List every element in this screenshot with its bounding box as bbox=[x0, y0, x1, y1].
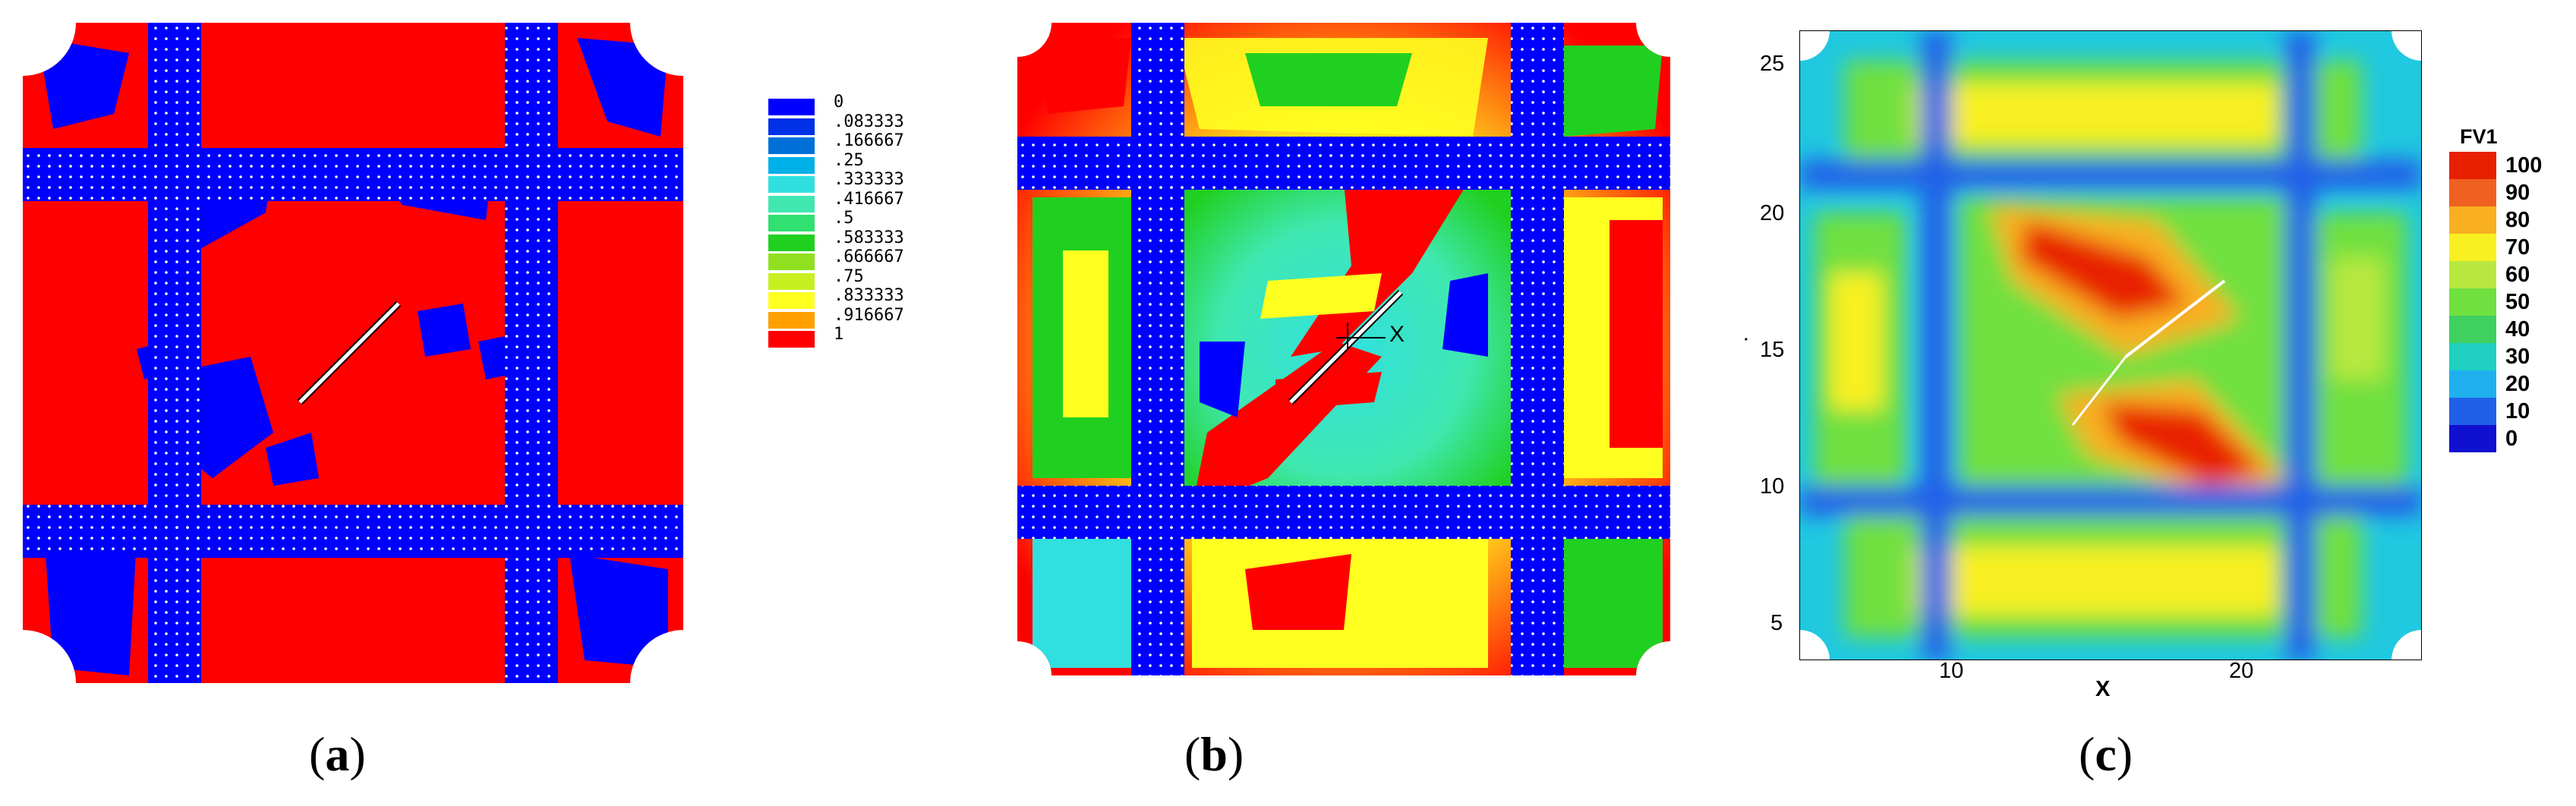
x-tick: 20 bbox=[2229, 659, 2254, 683]
legend-a-label: .333333 bbox=[834, 170, 904, 189]
legend-a-label: .166667 bbox=[834, 131, 904, 150]
colorbar-c bbox=[2449, 152, 2496, 452]
colorbar-c-label: 80 bbox=[2505, 208, 2530, 232]
panel-b-contour-plot: X bbox=[1017, 23, 1670, 675]
legend-a-label: .083333 bbox=[834, 112, 904, 131]
colorbar-c-cell bbox=[2449, 234, 2496, 261]
legend-a-swatch bbox=[768, 137, 815, 154]
legend-a-swatch bbox=[768, 292, 815, 309]
colorbar-c-label: 100 bbox=[2505, 153, 2543, 178]
y-tick: 15 bbox=[1760, 338, 1785, 362]
legend-a-swatch bbox=[768, 195, 815, 213]
colorbar-c-label: 10 bbox=[2505, 399, 2530, 423]
colorbar-c-cell bbox=[2449, 343, 2496, 370]
colorbar-c-cell bbox=[2449, 288, 2496, 316]
colorbar-c-cell bbox=[2449, 398, 2496, 425]
colorbar-c-label: 30 bbox=[2505, 345, 2530, 369]
colorbar-c-label: 60 bbox=[2505, 263, 2530, 287]
legend-a-label: .833333 bbox=[834, 286, 904, 305]
legend-a-label: 1 bbox=[834, 325, 844, 344]
legend-a-swatch bbox=[768, 176, 815, 193]
x-tick: 10 bbox=[1939, 659, 1964, 683]
y-tick: 25 bbox=[1760, 52, 1785, 76]
colorbar-c-cell bbox=[2449, 261, 2496, 288]
legend-a-label: .416667 bbox=[834, 189, 904, 209]
legend-a-label: .916667 bbox=[834, 305, 904, 325]
colorbar-c-cell bbox=[2449, 206, 2496, 234]
colorbar-c-label: 90 bbox=[2505, 181, 2530, 205]
legend-a-swatch bbox=[768, 156, 815, 174]
caption-c: (c) bbox=[2079, 727, 2133, 781]
y-tick: 10 bbox=[1760, 474, 1785, 499]
colorbar-c-cell bbox=[2449, 179, 2496, 206]
caption-a: (a) bbox=[309, 727, 366, 781]
legend-a-swatch bbox=[768, 311, 815, 329]
legend-a-label: .75 bbox=[834, 266, 864, 286]
legend-a-swatch bbox=[768, 99, 815, 115]
colorbar-c-label: 0 bbox=[2505, 427, 2518, 451]
legend-a-swatch bbox=[768, 331, 815, 348]
colorbar-c-label: 70 bbox=[2505, 235, 2530, 260]
panel-c-x-label: X bbox=[2095, 677, 2111, 701]
caption-b: (b) bbox=[1184, 727, 1244, 781]
colorbar-title: FV1 bbox=[2460, 125, 2498, 148]
colorbar-c-cell bbox=[2449, 316, 2496, 343]
colorbar-c-cell bbox=[2449, 425, 2496, 452]
colorbar-c-cell bbox=[2449, 370, 2496, 398]
colorbar-c-label: 20 bbox=[2505, 372, 2530, 396]
legend-a-label: 0 bbox=[834, 93, 844, 112]
y-tick: 20 bbox=[1760, 201, 1785, 225]
panel-b-axis-marker: X bbox=[1389, 322, 1405, 347]
legend-a-swatch bbox=[768, 215, 815, 231]
colorbar-c-cell bbox=[2449, 152, 2496, 179]
colorbar-c-label: 50 bbox=[2505, 290, 2530, 314]
panel-c-y-label: · bbox=[1742, 326, 1750, 351]
legend-a-label: .25 bbox=[834, 150, 864, 170]
legend-a-swatch bbox=[768, 272, 815, 290]
legend-a-swatch bbox=[768, 234, 815, 251]
legend-a-swatch bbox=[768, 118, 815, 135]
panel-a-contour-plot bbox=[23, 23, 683, 683]
legend-a-swatch bbox=[768, 253, 815, 270]
legend-a-label: .666667 bbox=[834, 247, 904, 266]
panel-c-contour-plot bbox=[1799, 30, 2422, 660]
legend-a-label: .5 bbox=[834, 209, 854, 228]
y-tick: 5 bbox=[1770, 611, 1783, 635]
colorbar-c-label: 40 bbox=[2505, 317, 2530, 342]
legend-a-label: .583333 bbox=[834, 228, 904, 247]
